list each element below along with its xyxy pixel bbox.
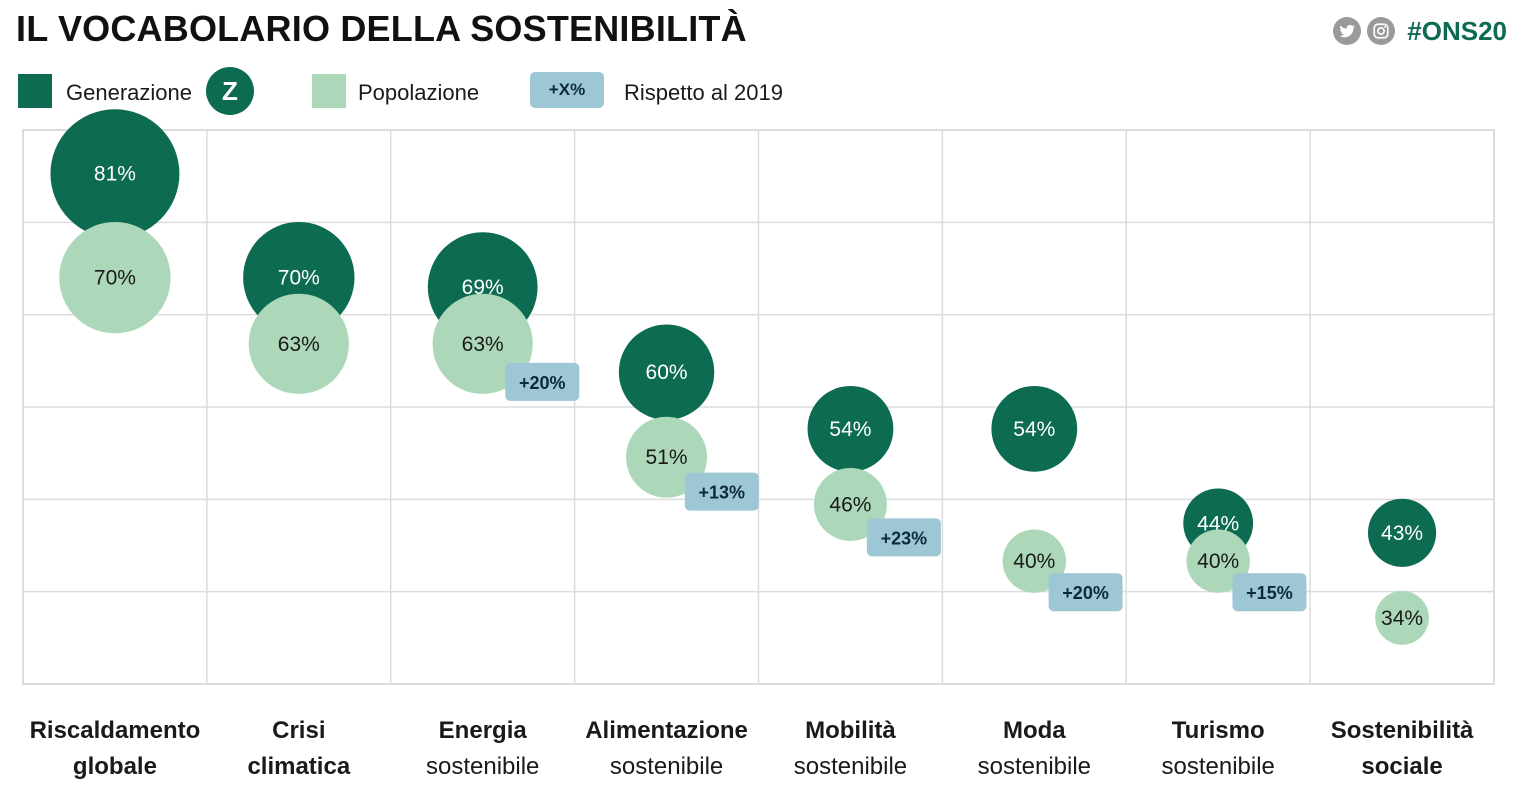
category-label: Riscaldamento globale bbox=[30, 717, 201, 780]
page-title: IL VOCABOLARIO DELLA SOSTENIBILITÀ bbox=[16, 8, 747, 49]
legend-badge-delta: +X% bbox=[530, 72, 604, 108]
category-label: Energia sostenibile bbox=[426, 717, 539, 780]
genz-bubble bbox=[1367, 498, 1437, 567]
pop-value-label: 40% bbox=[1013, 550, 1055, 573]
delta-label: +20% bbox=[519, 373, 566, 393]
genz-bubble bbox=[50, 109, 180, 239]
delta-label: +13% bbox=[699, 483, 746, 503]
legend-swatch-pop bbox=[312, 74, 346, 108]
category-label: Alimentazione sostenibile bbox=[585, 717, 748, 780]
legend-swatch-genz bbox=[18, 74, 52, 108]
legend: Generazione Z Popolazione +X% Rispetto a… bbox=[18, 67, 918, 115]
delta-badge bbox=[1232, 573, 1307, 612]
delta-badge bbox=[684, 472, 759, 511]
legend-label-pop: Popolazione bbox=[358, 80, 480, 105]
pop-value-label: 70% bbox=[94, 267, 136, 290]
delta-badge bbox=[866, 518, 941, 557]
pop-value-label: 40% bbox=[1197, 550, 1239, 573]
delta-label: +23% bbox=[881, 528, 928, 548]
chart-bubbles: 81% 70% 70% 63% 69% 63% 60% 51% 54% 46% 54% 40% 44% 4… bbox=[50, 109, 1437, 645]
legend-badge-z: Z bbox=[206, 67, 254, 115]
pop-bubble bbox=[59, 221, 171, 334]
genz-value-label: 54% bbox=[1013, 418, 1055, 441]
genz-value-label: 44% bbox=[1197, 512, 1239, 535]
pop-bubble bbox=[1375, 590, 1429, 645]
category-label: Sostenibilità sociale bbox=[1331, 717, 1474, 780]
pop-value-label: 34% bbox=[1381, 607, 1423, 630]
genz-value-label: 43% bbox=[1381, 522, 1423, 545]
twitter-icon[interactable] bbox=[1333, 17, 1362, 45]
genz-value-label: 81% bbox=[94, 163, 136, 186]
pop-value-label: 63% bbox=[278, 333, 320, 356]
genz-bubble bbox=[991, 385, 1078, 472]
legend-label-delta: Rispetto al 2019 bbox=[624, 80, 783, 105]
genz-value-label: 60% bbox=[646, 361, 688, 384]
genz-value-label: 54% bbox=[829, 418, 871, 441]
social-bar: #ONS20 bbox=[1333, 14, 1507, 48]
category-label: Mobilità sostenibile bbox=[794, 717, 907, 780]
pop-value-label: 63% bbox=[462, 333, 504, 356]
genz-bubble bbox=[618, 324, 715, 420]
instagram-icon[interactable] bbox=[1367, 17, 1396, 45]
genz-value-label: 70% bbox=[278, 267, 320, 290]
delta-label: +15% bbox=[1246, 583, 1293, 603]
genz-bubble bbox=[807, 385, 894, 472]
pop-value-label: 46% bbox=[829, 493, 871, 516]
pop-bubble bbox=[248, 293, 349, 394]
delta-badge bbox=[505, 362, 580, 401]
pop-value-label: 51% bbox=[646, 446, 688, 469]
chart-category-labels: Riscaldamento globale Crisi climatica Energi… bbox=[30, 717, 1474, 780]
legend-label-genz: Generazione bbox=[66, 80, 192, 105]
category-label: Turismo sostenibile bbox=[1161, 717, 1274, 780]
hashtag: #ONS20 bbox=[1407, 15, 1507, 46]
category-label: Moda sostenibile bbox=[978, 717, 1091, 780]
category-label: Crisi climatica bbox=[247, 717, 350, 780]
genz-value-label: 69% bbox=[462, 276, 504, 299]
chart-deltas: +20% +13% +23% +20% +15% bbox=[505, 362, 1307, 612]
delta-label: +20% bbox=[1062, 583, 1109, 603]
delta-badge bbox=[1048, 573, 1123, 612]
